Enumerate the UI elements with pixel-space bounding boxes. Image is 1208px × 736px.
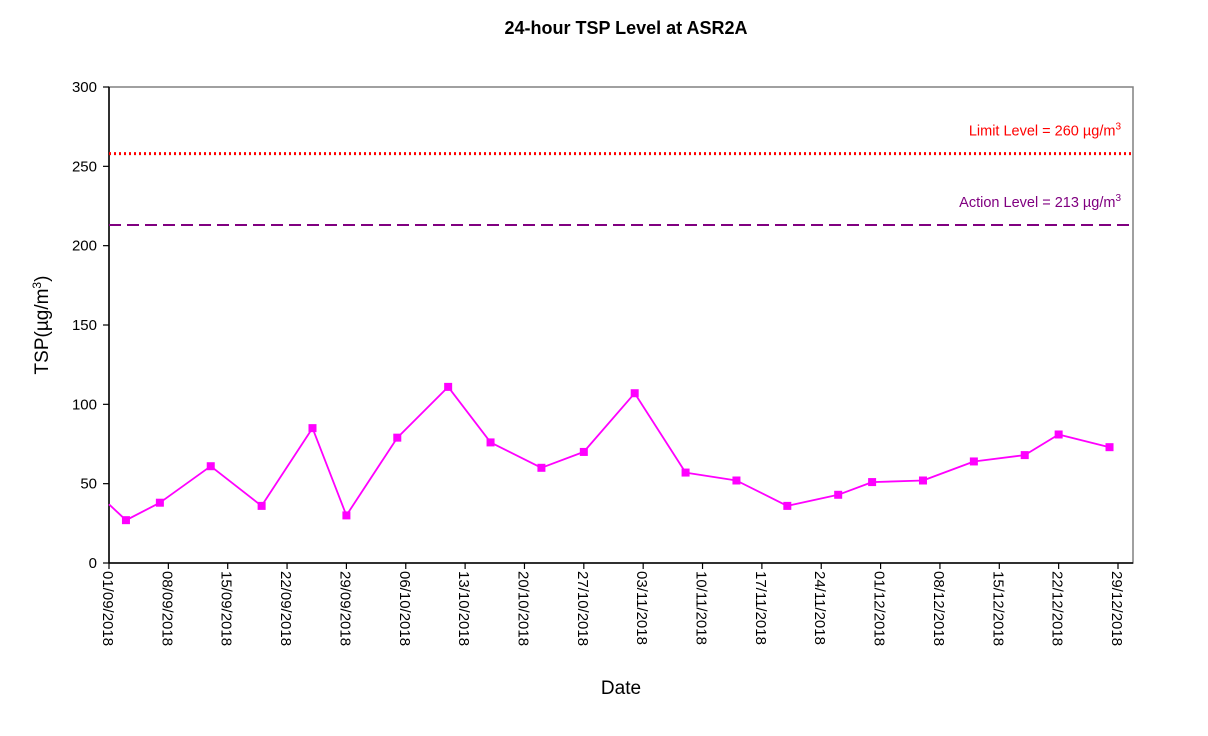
data-point — [121, 516, 130, 525]
data-point — [732, 476, 741, 485]
y-tick-label: 0 — [89, 555, 97, 572]
x-tick-label: 15/09/2018 — [218, 571, 235, 646]
x-axis-label: Date — [601, 678, 641, 699]
plot-frame — [108, 86, 1134, 564]
y-tick-label: 100 — [72, 396, 97, 413]
data-point — [579, 447, 588, 456]
data-point — [630, 389, 639, 398]
x-tick-label: 29/12/2018 — [1108, 571, 1125, 646]
chart-title: 24-hour TSP Level at ASR2A — [504, 18, 747, 38]
data-point — [834, 490, 843, 499]
x-tick-label: 20/10/2018 — [514, 571, 531, 646]
reference-line-label-superscript: 3 — [1115, 193, 1121, 204]
data-point — [444, 382, 453, 391]
reference-line-label-text: Limit Level = 260 µg/m — [969, 124, 1116, 140]
x-tick-label: 10/11/2018 — [693, 571, 710, 645]
x-tick-label: 08/12/2018 — [930, 571, 947, 646]
x-tick-label: 24/11/2018 — [811, 571, 828, 645]
data-point — [918, 476, 927, 485]
reference-line-label-text: Action Level = 213 µg/m — [959, 195, 1115, 211]
x-tick-label: 17/11/2018 — [752, 571, 769, 645]
data-point — [257, 501, 266, 510]
data-point — [486, 438, 495, 447]
data-point — [1020, 451, 1029, 460]
data-point — [969, 457, 978, 466]
x-tick-label: 22/12/2018 — [1049, 571, 1066, 646]
x-tick-label: 22/09/2018 — [277, 571, 294, 646]
y-axis-label: TSP(µg/m3) — [30, 276, 53, 375]
x-tick-label: 01/09/2018 — [99, 571, 116, 646]
series-group — [108, 382, 1114, 525]
data-point — [1054, 430, 1063, 439]
data-point — [393, 433, 402, 442]
data-point — [155, 498, 164, 507]
series-line — [108, 385, 1110, 522]
x-axis-ticks: 01/09/2018 08/09/2018 15/09/2018 22/09/2018… — [99, 563, 1125, 646]
reference-line-label-superscript: 3 — [1115, 122, 1121, 133]
x-tick-label: 15/12/2018 — [989, 571, 1006, 646]
data-point — [537, 463, 546, 472]
x-tick-label: 29/09/2018 — [336, 571, 353, 646]
data-point — [681, 468, 690, 477]
data-point — [308, 424, 317, 433]
x-tick-label: 03/11/2018 — [633, 571, 650, 645]
x-tick-label: 08/09/2018 — [158, 571, 175, 646]
data-point — [1105, 443, 1114, 452]
y-tick-label: 200 — [72, 238, 97, 255]
y-tick-label: 250 — [72, 158, 97, 175]
reference-line-label: Action Level = 213 µg/m3 — [959, 193, 1121, 211]
data-point — [342, 511, 351, 520]
y-tick-label: 50 — [80, 476, 97, 493]
x-tick-label: 06/10/2018 — [396, 571, 413, 646]
x-tick-label: 01/12/2018 — [871, 571, 888, 646]
y-tick-label: 300 — [72, 79, 97, 96]
data-point — [783, 501, 792, 510]
x-tick-label: 13/10/2018 — [455, 571, 472, 646]
data-point — [206, 462, 215, 471]
plot-area — [108, 86, 1134, 564]
x-tick-label: 27/10/2018 — [574, 571, 591, 646]
y-tick-label: 150 — [72, 317, 97, 334]
data-point — [868, 478, 877, 487]
y-axis-ticks: 0 50 100 150 200 250 300 — [72, 79, 109, 572]
reference-line-label: Limit Level = 260 µg/m3 — [969, 122, 1122, 140]
